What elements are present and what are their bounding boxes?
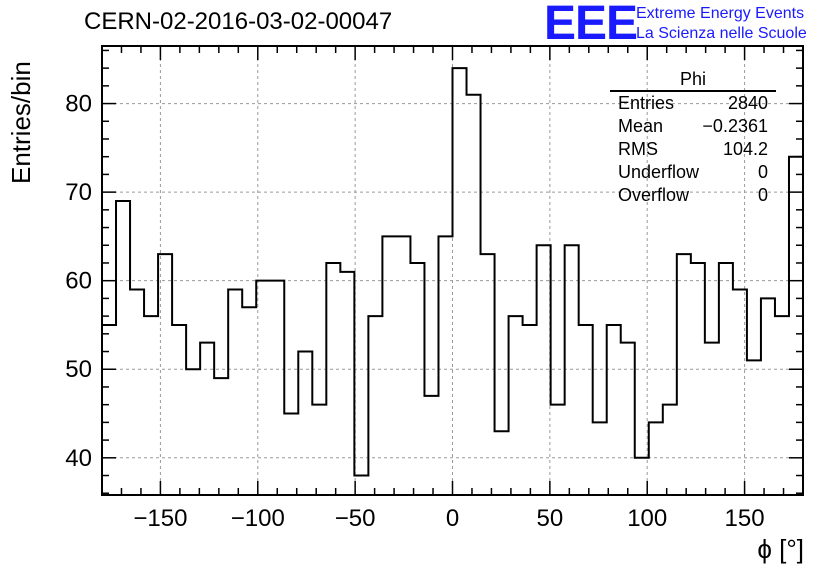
stats-value: 2840 xyxy=(727,93,768,113)
axis-ticks xyxy=(102,46,803,495)
stats-label: Entries xyxy=(618,93,675,113)
y-axis-label: Entries/bin xyxy=(6,61,36,184)
stats-value: 0 xyxy=(757,185,768,205)
stats-row-overflow: Overflow 0 xyxy=(610,184,776,207)
stats-label: RMS xyxy=(618,139,658,159)
stats-value: 104.2 xyxy=(722,139,768,159)
stats-row-underflow: Underflow 0 xyxy=(610,161,776,184)
x-tick-label: 0 xyxy=(446,505,459,532)
stats-value: 0 xyxy=(757,162,768,182)
tick-labels: −150 −100 −50 0 50 100 150 40 50 60 70 80 xyxy=(65,91,764,532)
y-tick-label: 50 xyxy=(65,356,92,383)
histogram-line xyxy=(102,67,803,477)
stats-value: −0.2361 xyxy=(702,116,768,136)
y-tick-label: 40 xyxy=(65,445,92,472)
x-tick-label: 100 xyxy=(627,505,667,532)
stats-box: Phi Entries 2840 Mean −0.2361 RMS 104.2 … xyxy=(610,68,776,207)
stats-label: Overflow xyxy=(618,185,690,205)
eee-logo-mark: EEE xyxy=(544,0,638,50)
x-tick-label: 150 xyxy=(725,505,765,532)
y-tick-label: 80 xyxy=(65,91,92,118)
y-tick-label: 70 xyxy=(65,179,92,206)
x-tick-label: −50 xyxy=(335,505,376,532)
eee-logo: EEE Extreme Energy Events La Scienza nel… xyxy=(544,0,807,50)
stats-label: Mean xyxy=(618,116,664,136)
x-tick-label: 50 xyxy=(537,505,564,532)
stats-label: Underflow xyxy=(618,162,700,182)
logo-caption: Extreme Energy Events La Scienza nelle S… xyxy=(636,4,807,44)
logo-line-2: La Scienza nelle Scuole xyxy=(636,25,807,42)
stats-row-mean: Mean −0.2361 xyxy=(610,115,776,138)
logo-line-1: Extreme Energy Events xyxy=(636,5,805,22)
stats-title: Phi xyxy=(610,68,776,92)
x-tick-label: −150 xyxy=(133,505,187,532)
stats-row-entries: Entries 2840 xyxy=(610,92,776,115)
x-axis-label: ϕ [°] xyxy=(757,534,804,564)
x-tick-label: −100 xyxy=(231,505,285,532)
y-tick-label: 60 xyxy=(65,268,92,295)
page-title: CERN-02-2016-03-02-00047 xyxy=(84,8,393,35)
stats-row-rms: RMS 104.2 xyxy=(610,138,776,161)
